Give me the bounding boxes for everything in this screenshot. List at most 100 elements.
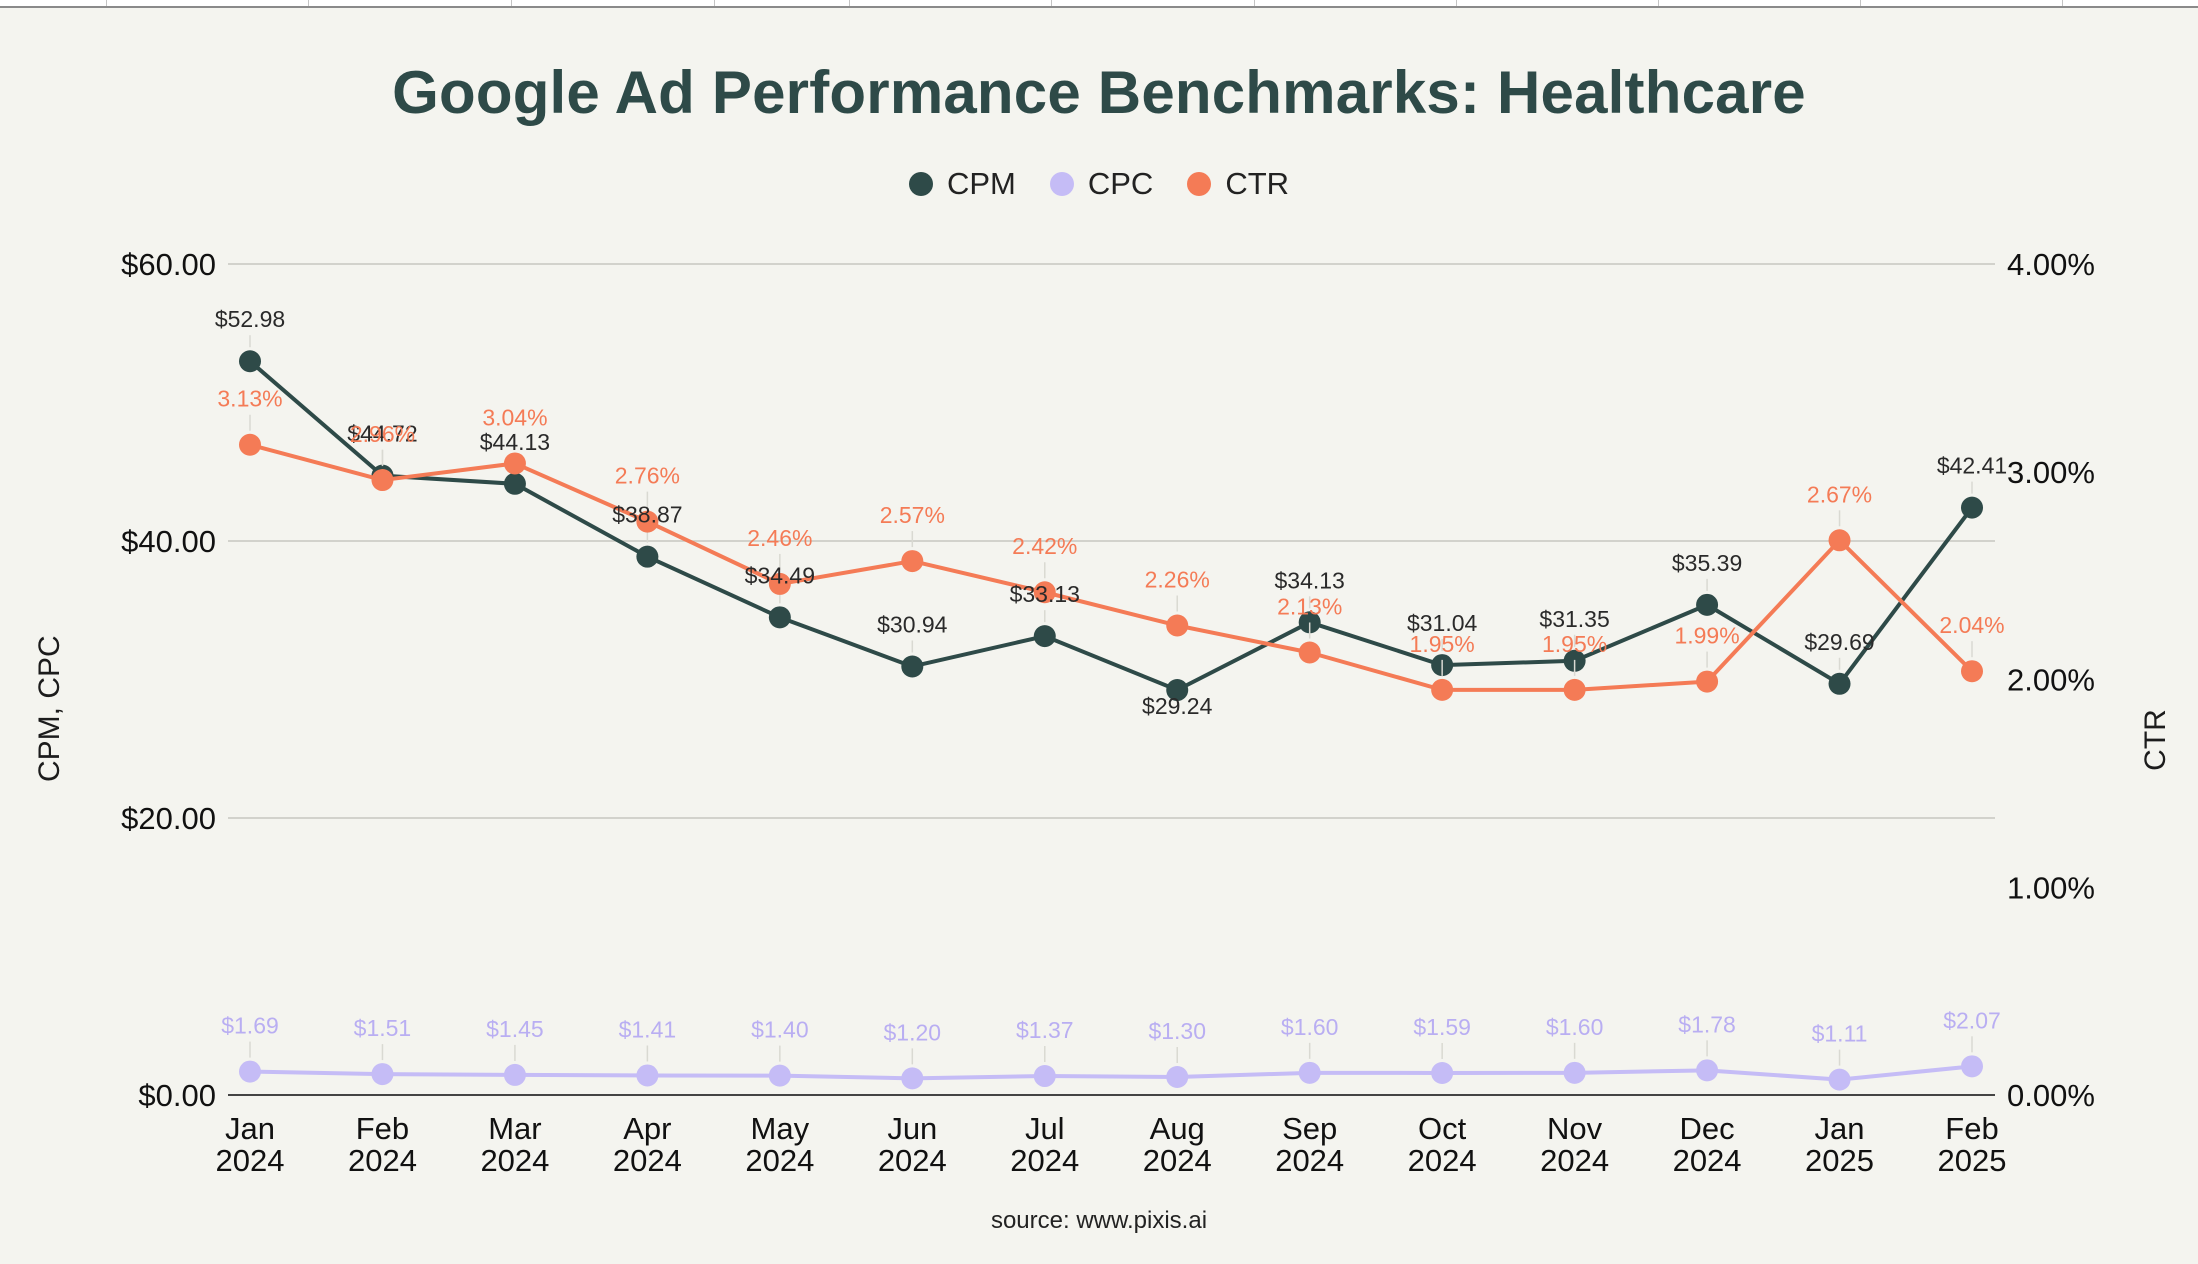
data-point-cpm[interactable] <box>1696 593 1719 616</box>
data-label-cpm: $42.41 <box>1937 453 2007 479</box>
series <box>239 335 1983 1091</box>
data-point-ctr[interactable] <box>1961 660 1983 683</box>
column-separator <box>1658 0 1659 6</box>
data-point-cpm[interactable] <box>636 545 659 568</box>
x-axis-tick-label: Jun 2024 <box>878 1111 947 1178</box>
data-label-cpm: $52.98 <box>215 306 285 332</box>
legend-item-cpm[interactable]: CPM <box>908 166 1016 202</box>
series-line-cpc <box>249 1064 1973 1082</box>
data-point-ctr[interactable] <box>503 452 526 475</box>
data-point-cpm[interactable] <box>1298 611 1321 634</box>
data-label-cpc: $1.59 <box>1413 1014 1471 1040</box>
data-label-ctr: 2.76% <box>615 463 680 489</box>
data-label-cpm: $29.24 <box>1142 693 1213 719</box>
legend-label-cpc: CPC <box>1087 166 1154 201</box>
data-point-cpc[interactable] <box>239 1060 261 1083</box>
data-point-cpm[interactable] <box>1166 679 1189 702</box>
data-point-ctr[interactable] <box>1298 641 1321 664</box>
data-point-cpm[interactable] <box>239 350 261 373</box>
data-point-ctr[interactable] <box>768 572 791 595</box>
data-label-ctr: 2.13% <box>1277 593 1342 619</box>
x-axis-tick-label: Feb 2025 <box>1938 1111 2007 1178</box>
data-label-cpc: $2.07 <box>1943 1007 2001 1033</box>
column-separator <box>849 0 850 6</box>
series-line-ctr <box>249 442 1974 692</box>
data-point-ctr[interactable] <box>371 469 394 492</box>
data-point-cpm[interactable] <box>1961 496 1983 519</box>
data-label-cpm: $31.35 <box>1539 606 1609 632</box>
data-point-cpc[interactable] <box>636 1064 659 1087</box>
data-point-cpc[interactable] <box>901 1067 924 1090</box>
data-point-cpm[interactable] <box>1828 672 1851 695</box>
data-label-cpc: $1.41 <box>619 1016 677 1042</box>
data-label-ctr: 1.99% <box>1674 623 1739 649</box>
x-axis-tick-label: May 2024 <box>745 1111 814 1178</box>
data-label-cpc: $1.11 <box>1812 1021 1868 1047</box>
data-label-cpc: $1.30 <box>1148 1018 1206 1044</box>
data-point-cpc[interactable] <box>1298 1061 1321 1084</box>
data-point-ctr[interactable] <box>1166 614 1189 637</box>
x-axis-tick-label: Sep 2024 <box>1275 1111 1344 1178</box>
data-point-cpc[interactable] <box>1961 1055 1983 1078</box>
data-point-cpc[interactable] <box>371 1063 394 1086</box>
data-point-cpm[interactable] <box>768 606 791 629</box>
data-point-cpm[interactable] <box>1033 625 1056 648</box>
data-point-ctr[interactable] <box>901 550 924 573</box>
x-axis-tick-label: Jan 2024 <box>216 1111 285 1178</box>
data-label-cpm: $44.72 <box>347 421 417 447</box>
chart-title: Google Ad Performance Benchmarks: Health… <box>392 59 1806 126</box>
data-label-ctr: 2.67% <box>1807 481 1872 507</box>
x-axis-tick-label: Apr 2024 <box>613 1111 682 1178</box>
data-point-ctr[interactable] <box>1828 529 1851 552</box>
data-point-cpc[interactable] <box>1828 1068 1851 1091</box>
series-line-cpm <box>248 359 1974 693</box>
data-point-ctr[interactable] <box>239 433 261 456</box>
data-label-cpc: $1.45 <box>486 1016 544 1042</box>
data-point-cpc[interactable] <box>1166 1065 1189 1088</box>
data-point-ctr[interactable] <box>1696 670 1719 693</box>
data-point-cpc[interactable] <box>1696 1059 1719 1082</box>
legend-item-cpc[interactable]: CPC <box>1049 166 1154 202</box>
data-label-cpc: $1.51 <box>354 1015 412 1041</box>
data-label-ctr: 2.46% <box>747 525 812 551</box>
data-point-cpc[interactable] <box>503 1063 526 1086</box>
data-label-ctr: 2.96% <box>350 421 415 447</box>
data-label-ctr: 2.26% <box>1145 566 1210 592</box>
data-label-ctr: 3.13% <box>217 386 282 412</box>
data-point-ctr[interactable] <box>1033 581 1056 604</box>
data-point-cpm[interactable] <box>901 655 924 678</box>
axis-labels: $0.00 $20.00 $40.00 $60.00 0.00% 1.00% 2.00% 3.… <box>121 247 2095 1178</box>
data-label-ctr: 2.42% <box>1012 533 1077 559</box>
x-axis-tick-label: Aug 2024 <box>1143 1111 1212 1178</box>
data-label-cpm: $33.13 <box>1010 581 1080 607</box>
data-point-cpc[interactable] <box>1431 1061 1454 1084</box>
data-label-ctr: 3.04% <box>482 404 547 430</box>
data-point-ctr[interactable] <box>1563 678 1586 701</box>
data-label-cpc: $1.60 <box>1546 1014 1604 1040</box>
legend-item-ctr[interactable]: CTR <box>1187 166 1289 202</box>
data-point-cpc[interactable] <box>1033 1065 1056 1088</box>
source-note: source: www.pixis.ai <box>990 1207 1208 1234</box>
right-axis-tick-label: 1.00% <box>2007 870 2095 905</box>
x-axis-tick-label: Nov 2024 <box>1540 1111 1609 1178</box>
column-separator <box>308 0 309 6</box>
right-axis-tick-label: 2.00% <box>2007 663 2095 698</box>
column-separator <box>1254 0 1255 6</box>
data-label-cpc: $1.40 <box>751 1017 809 1043</box>
data-point-cpc[interactable] <box>1563 1061 1586 1084</box>
data-label-cpc: $1.60 <box>1281 1014 1339 1040</box>
data-point-cpc[interactable] <box>768 1064 791 1087</box>
left-axis-tick-label: $0.00 <box>138 1078 216 1113</box>
column-separator <box>714 0 715 6</box>
x-axis-tick-label: Feb 2024 <box>348 1111 417 1178</box>
legend-marker-ctr <box>1187 172 1212 196</box>
left-axis-tick-label: $60.00 <box>121 247 216 282</box>
data-point-ctr[interactable] <box>1431 678 1454 701</box>
column-separator <box>1456 0 1457 6</box>
x-axis-tick-label: Jul 2024 <box>1010 1111 1079 1178</box>
data-point-ctr[interactable] <box>636 510 659 533</box>
column-separator <box>1051 0 1052 6</box>
legend-marker-cpc <box>1049 172 1074 196</box>
data-point-cpm[interactable] <box>503 472 526 495</box>
data-label-cpm: $34.13 <box>1275 567 1345 593</box>
